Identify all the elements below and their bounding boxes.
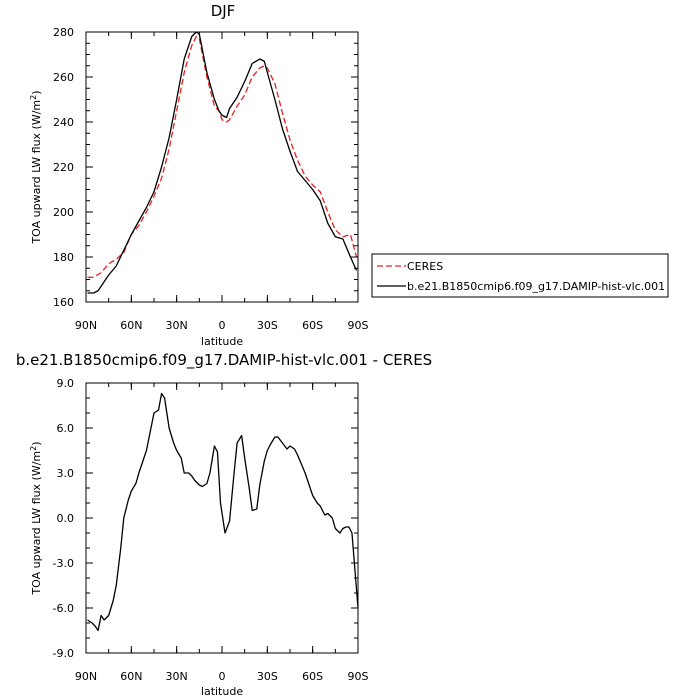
bottom-series-line-difference [87,392,359,632]
top-chart-title: DJF [211,2,236,20]
bottom-x-tick-label: 0 [219,670,226,683]
top-plot-frame [85,31,359,303]
top-y-tick-label: 280 [53,26,74,39]
bottom-y-axis-label-text: TOA upward LW flux (W/m [30,451,43,596]
top-y-axis-label-sup: 2 [29,95,38,100]
top-series-line-model [87,31,358,294]
bottom-x-tick-label: 60S [302,670,323,683]
top-x-tick-label: 30S [257,319,278,332]
bottom-series-group [87,392,359,632]
bottom-x-tick-label: 90S [348,670,369,683]
bottom-y-tick-label: -3.0 [53,557,74,570]
bottom-y-axis-label-sup: 2 [29,446,38,451]
bottom-x-axis-label: latitude [201,685,243,698]
legend-label-model: b.e21.B1850cmip6.f09_g17.DAMIP-hist-vlc.… [407,280,665,293]
top-y-tick-label: 180 [53,251,74,264]
bottom-plot-frame [85,382,359,654]
top-x-tick-label: 90N [75,319,97,332]
bottom-x-tick-label: 60N [120,670,142,683]
bottom-y-tick-label: -9.0 [53,647,74,660]
top-ticks-group: 160 180 200 220 240 260 280 90N 60N 30N 0 30S 60S 90S [53,26,369,332]
legend-box [371,253,669,298]
bottom-y-tick-label: 9.0 [57,377,75,390]
top-x-axis-label: latitude [201,335,243,348]
top-x-tick-label: 0 [219,319,226,332]
bottom-ticks-group: -9.0 -6.0 -3.0 0.0 3.0 6.0 9.0 90N 60N 30N 0 30S 60S… [53,377,369,683]
top-y-tick-label: 220 [53,161,74,174]
top-y-tick-label: 160 [53,296,74,309]
top-gridless-plot-area: 160 180 200 220 240 260 280 90N 60N 30N 0 30S 60S 90S [53,26,369,332]
bottom-y-tick-label: -6.0 [53,602,74,615]
bottom-y-tick-label: 6.0 [57,422,75,435]
top-x-tick-label: 90S [348,319,369,332]
bottom-chart-title: b.e21.B1850cmip6.f09_g17.DAMIP-hist-vlc.… [16,351,432,370]
top-x-tick-label: 60S [302,319,323,332]
top-y-tick-label: 260 [53,71,74,84]
top-y-axis-label: TOA upward LW flux (W/m2) [29,90,43,244]
top-x-tick-label: 30N [166,319,188,332]
top-x-tick-label: 60N [120,319,142,332]
top-y-tick-label: 240 [53,116,74,129]
bottom-y-axis-label: TOA upward LW flux (W/m2) [29,441,43,595]
top-panel: DJF 160 180 200 220 240 260 280 90N 60N 30N 0 30S 60… [29,2,669,348]
bottom-plot-area: -9.0 -6.0 -3.0 0.0 3.0 6.0 9.0 90N 60N 30N 0 30S 60S… [53,377,369,683]
legend-label-ceres: CERES [407,260,443,273]
bottom-y-tick-label: 3.0 [57,467,75,480]
bottom-x-tick-label: 30S [257,670,278,683]
bottom-panel: b.e21.B1850cmip6.f09_g17.DAMIP-hist-vlc.… [16,351,432,698]
top-y-tick-label: 200 [53,206,74,219]
bottom-y-axis-label-close: ) [30,441,43,445]
bottom-y-tick-label: 0.0 [57,512,75,525]
legend: CERES b.e21.B1850cmip6.f09_g17.DAMIP-his… [371,253,669,298]
top-y-axis-label-close: ) [30,90,43,94]
bottom-x-tick-label: 90N [75,670,97,683]
top-series-line-ceres [87,35,358,278]
bottom-x-tick-label: 30N [166,670,188,683]
top-y-axis-label-text: TOA upward LW flux (W/m [30,100,43,245]
top-series-group [87,31,358,294]
